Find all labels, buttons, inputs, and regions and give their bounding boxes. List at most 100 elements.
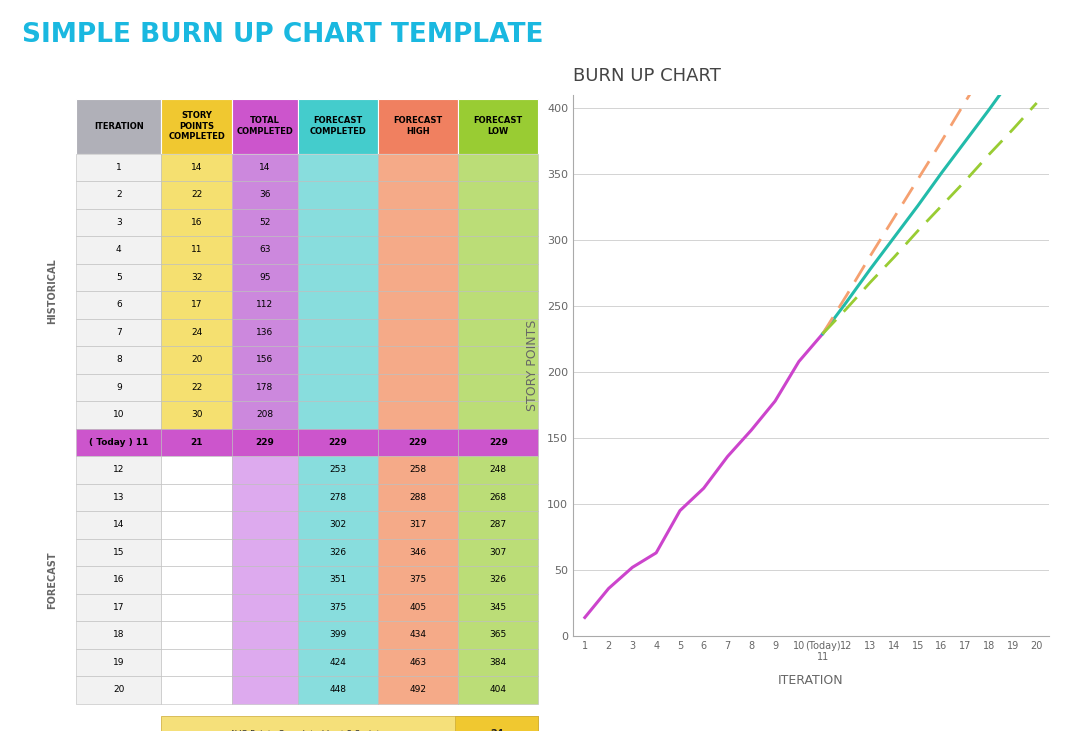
Bar [161, 319, 232, 346]
Text: 229: 229 [329, 438, 347, 447]
Text: 448: 448 [330, 685, 346, 694]
Bar [378, 594, 458, 621]
Text: 424: 424 [330, 658, 346, 667]
Text: 229: 229 [489, 438, 508, 447]
Bar [232, 319, 297, 346]
Bar [458, 428, 538, 456]
Bar [458, 594, 538, 621]
Bar [161, 181, 232, 208]
Bar [378, 456, 458, 483]
Bar [76, 566, 161, 594]
Bar [76, 539, 161, 566]
Bar [297, 181, 378, 208]
Text: 12: 12 [114, 465, 124, 474]
Text: 404: 404 [490, 685, 507, 694]
Bar [161, 621, 232, 648]
Text: 63: 63 [259, 246, 270, 254]
Text: 13: 13 [114, 493, 124, 501]
Bar [232, 236, 297, 263]
Bar [458, 566, 538, 594]
Bar [378, 291, 458, 319]
Bar [76, 428, 161, 456]
Bar [76, 401, 161, 428]
Text: 24: 24 [191, 327, 202, 337]
Bar [76, 319, 161, 346]
Text: 9: 9 [116, 383, 122, 392]
Bar [232, 621, 297, 648]
Bar [458, 676, 538, 703]
Text: 22: 22 [191, 190, 202, 200]
Text: FORECAST
HIGH: FORECAST HIGH [393, 116, 442, 136]
Bar [455, 716, 538, 731]
Bar [458, 236, 538, 263]
Text: FORECAST: FORECAST [46, 551, 57, 609]
Text: 229: 229 [255, 438, 275, 447]
Bar [297, 676, 378, 703]
Text: 30: 30 [191, 410, 202, 420]
Text: 302: 302 [329, 520, 346, 529]
Bar [161, 428, 232, 456]
Bar [297, 621, 378, 648]
Bar [161, 208, 232, 236]
Bar [378, 539, 458, 566]
Bar [161, 511, 232, 539]
Bar [76, 456, 161, 483]
Bar [378, 676, 458, 703]
Text: TOTAL
COMPLETED: TOTAL COMPLETED [237, 116, 293, 136]
Bar [297, 401, 378, 428]
Text: 351: 351 [329, 575, 346, 584]
Bar [458, 648, 538, 676]
Bar [76, 99, 161, 154]
Text: 326: 326 [490, 575, 507, 584]
Text: 384: 384 [490, 658, 507, 667]
Bar [297, 648, 378, 676]
Text: 405: 405 [410, 603, 427, 612]
Text: 15: 15 [114, 548, 124, 557]
Bar [297, 428, 378, 456]
Text: 17: 17 [191, 300, 202, 309]
Bar [297, 483, 378, 511]
Text: 345: 345 [490, 603, 507, 612]
Bar [161, 263, 232, 291]
Bar [232, 456, 297, 483]
Text: 18: 18 [114, 630, 124, 640]
Y-axis label: STORY POINTS: STORY POINTS [525, 320, 538, 411]
Bar [161, 716, 538, 731]
X-axis label: ITERATION: ITERATION [778, 673, 843, 686]
Bar [161, 566, 232, 594]
Text: 2: 2 [116, 190, 121, 200]
Bar [232, 291, 297, 319]
Text: 14: 14 [259, 163, 270, 172]
Text: 278: 278 [329, 493, 346, 501]
Bar [297, 291, 378, 319]
Text: 52: 52 [259, 218, 270, 227]
Bar [232, 181, 297, 208]
Bar [458, 181, 538, 208]
Bar [458, 319, 538, 346]
Text: 229: 229 [409, 438, 427, 447]
Bar [378, 319, 458, 346]
Bar [76, 346, 161, 374]
Text: 20: 20 [191, 355, 202, 364]
Bar [161, 154, 232, 181]
Text: 287: 287 [490, 520, 507, 529]
Text: 7: 7 [116, 327, 122, 337]
Text: 4: 4 [116, 246, 121, 254]
Text: 317: 317 [410, 520, 427, 529]
Bar [378, 99, 458, 154]
Text: 178: 178 [256, 383, 273, 392]
Text: 14: 14 [114, 520, 124, 529]
Bar [378, 428, 458, 456]
Bar [76, 374, 161, 401]
Bar [232, 346, 297, 374]
Bar [76, 621, 161, 648]
Bar [161, 99, 232, 154]
Bar [378, 236, 458, 263]
Bar [232, 208, 297, 236]
Bar [232, 154, 297, 181]
Text: 95: 95 [259, 273, 270, 281]
Text: 434: 434 [410, 630, 426, 640]
Bar [76, 676, 161, 703]
Text: 375: 375 [410, 575, 427, 584]
Text: 19: 19 [114, 658, 124, 667]
